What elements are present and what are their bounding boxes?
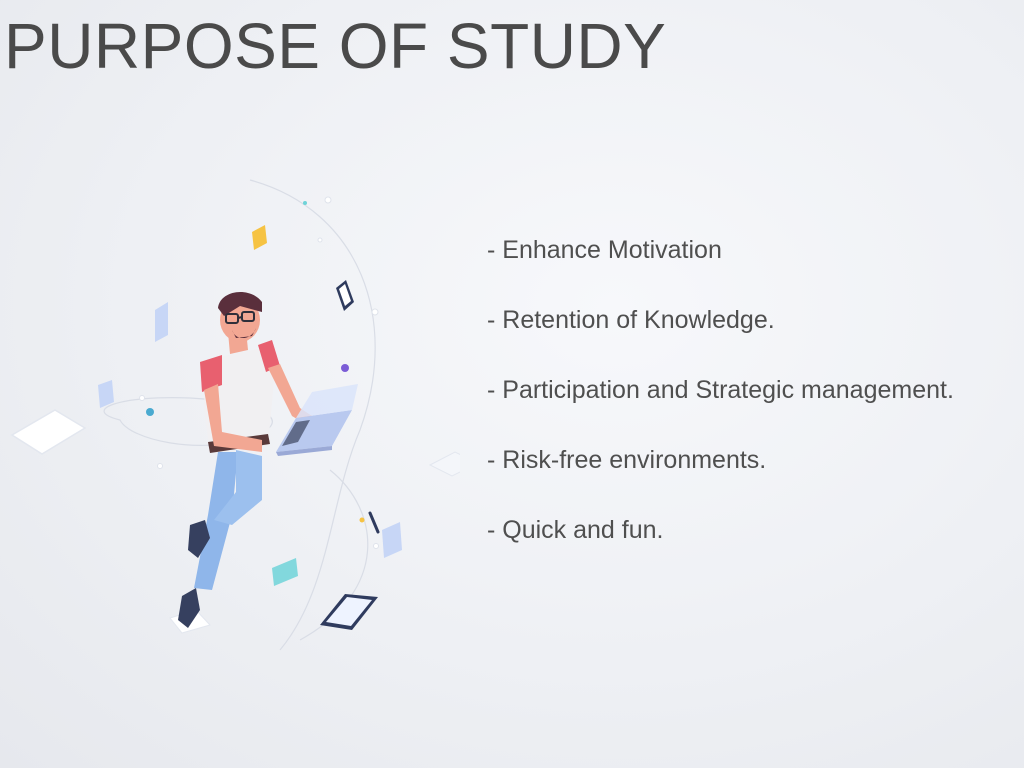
sparkle-dots bbox=[139, 196, 379, 549]
bullet-item: - Enhance Motivation bbox=[487, 236, 722, 264]
bullet-item: - Quick and fun. bbox=[487, 516, 664, 544]
bullet-item: - Risk-free environments. bbox=[487, 446, 767, 474]
bullet-item: - Retention of Knowledge. bbox=[487, 306, 775, 334]
floating-cards bbox=[10, 225, 460, 634]
pen-icon bbox=[368, 511, 380, 534]
bullet-item: - Participation and Strategic management… bbox=[487, 376, 954, 404]
phone-icon bbox=[336, 280, 354, 311]
laptop-icon bbox=[276, 384, 358, 456]
tablet-icon bbox=[320, 594, 378, 630]
slide-title: PURPOSE OF STUDY bbox=[4, 10, 667, 82]
person-with-laptop-illustration bbox=[10, 179, 460, 651]
bullet-list: - Enhance Motivation - Retention of Know… bbox=[487, 230, 1017, 580]
person bbox=[178, 291, 358, 628]
